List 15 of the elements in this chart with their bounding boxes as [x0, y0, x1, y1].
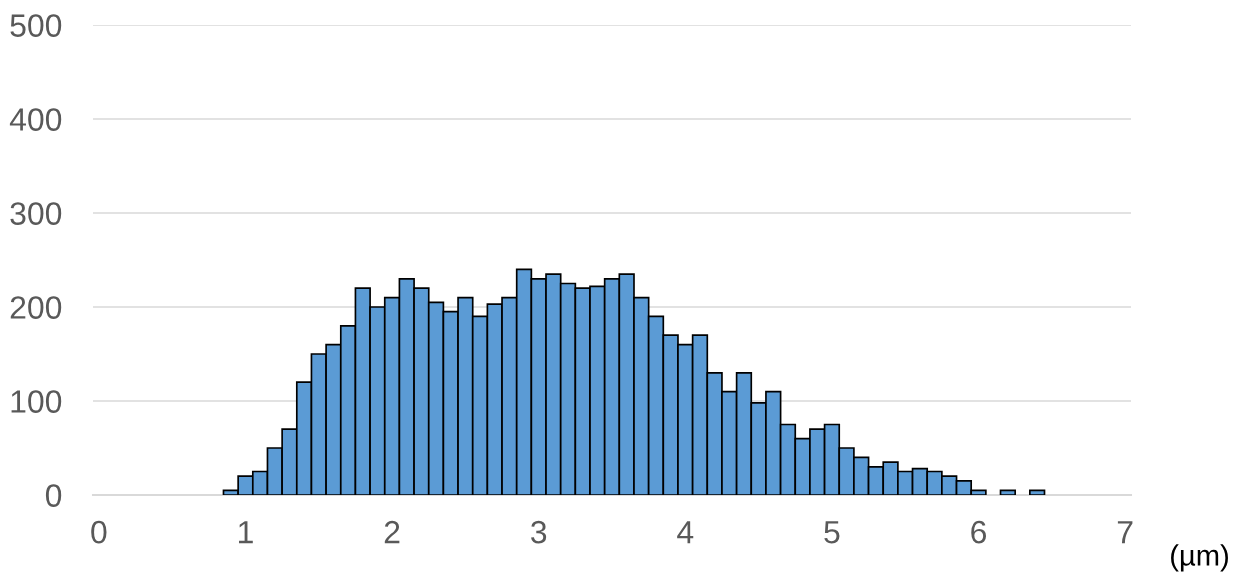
y-tick-label: 400: [9, 108, 62, 131]
y-tick-label: 0: [45, 484, 62, 507]
x-tick-label: 0: [91, 520, 107, 544]
y-tick-label: 200: [10, 296, 62, 319]
y-tick-label: 100: [11, 390, 62, 413]
x-tick-label: 1: [239, 521, 253, 544]
x-tick-label: 4: [677, 521, 694, 544]
y-tick-label: 500: [10, 14, 62, 37]
y-tick-label: 300: [10, 202, 62, 225]
x-tick-label: 3: [531, 520, 547, 544]
x-tick-label: 2: [384, 520, 400, 544]
x-tick-label: 7: [1117, 521, 1133, 544]
x-axis-title: (µm): [1171, 544, 1228, 572]
x-tick-label: 5: [824, 521, 840, 544]
x-tick-label: 6: [971, 520, 986, 544]
